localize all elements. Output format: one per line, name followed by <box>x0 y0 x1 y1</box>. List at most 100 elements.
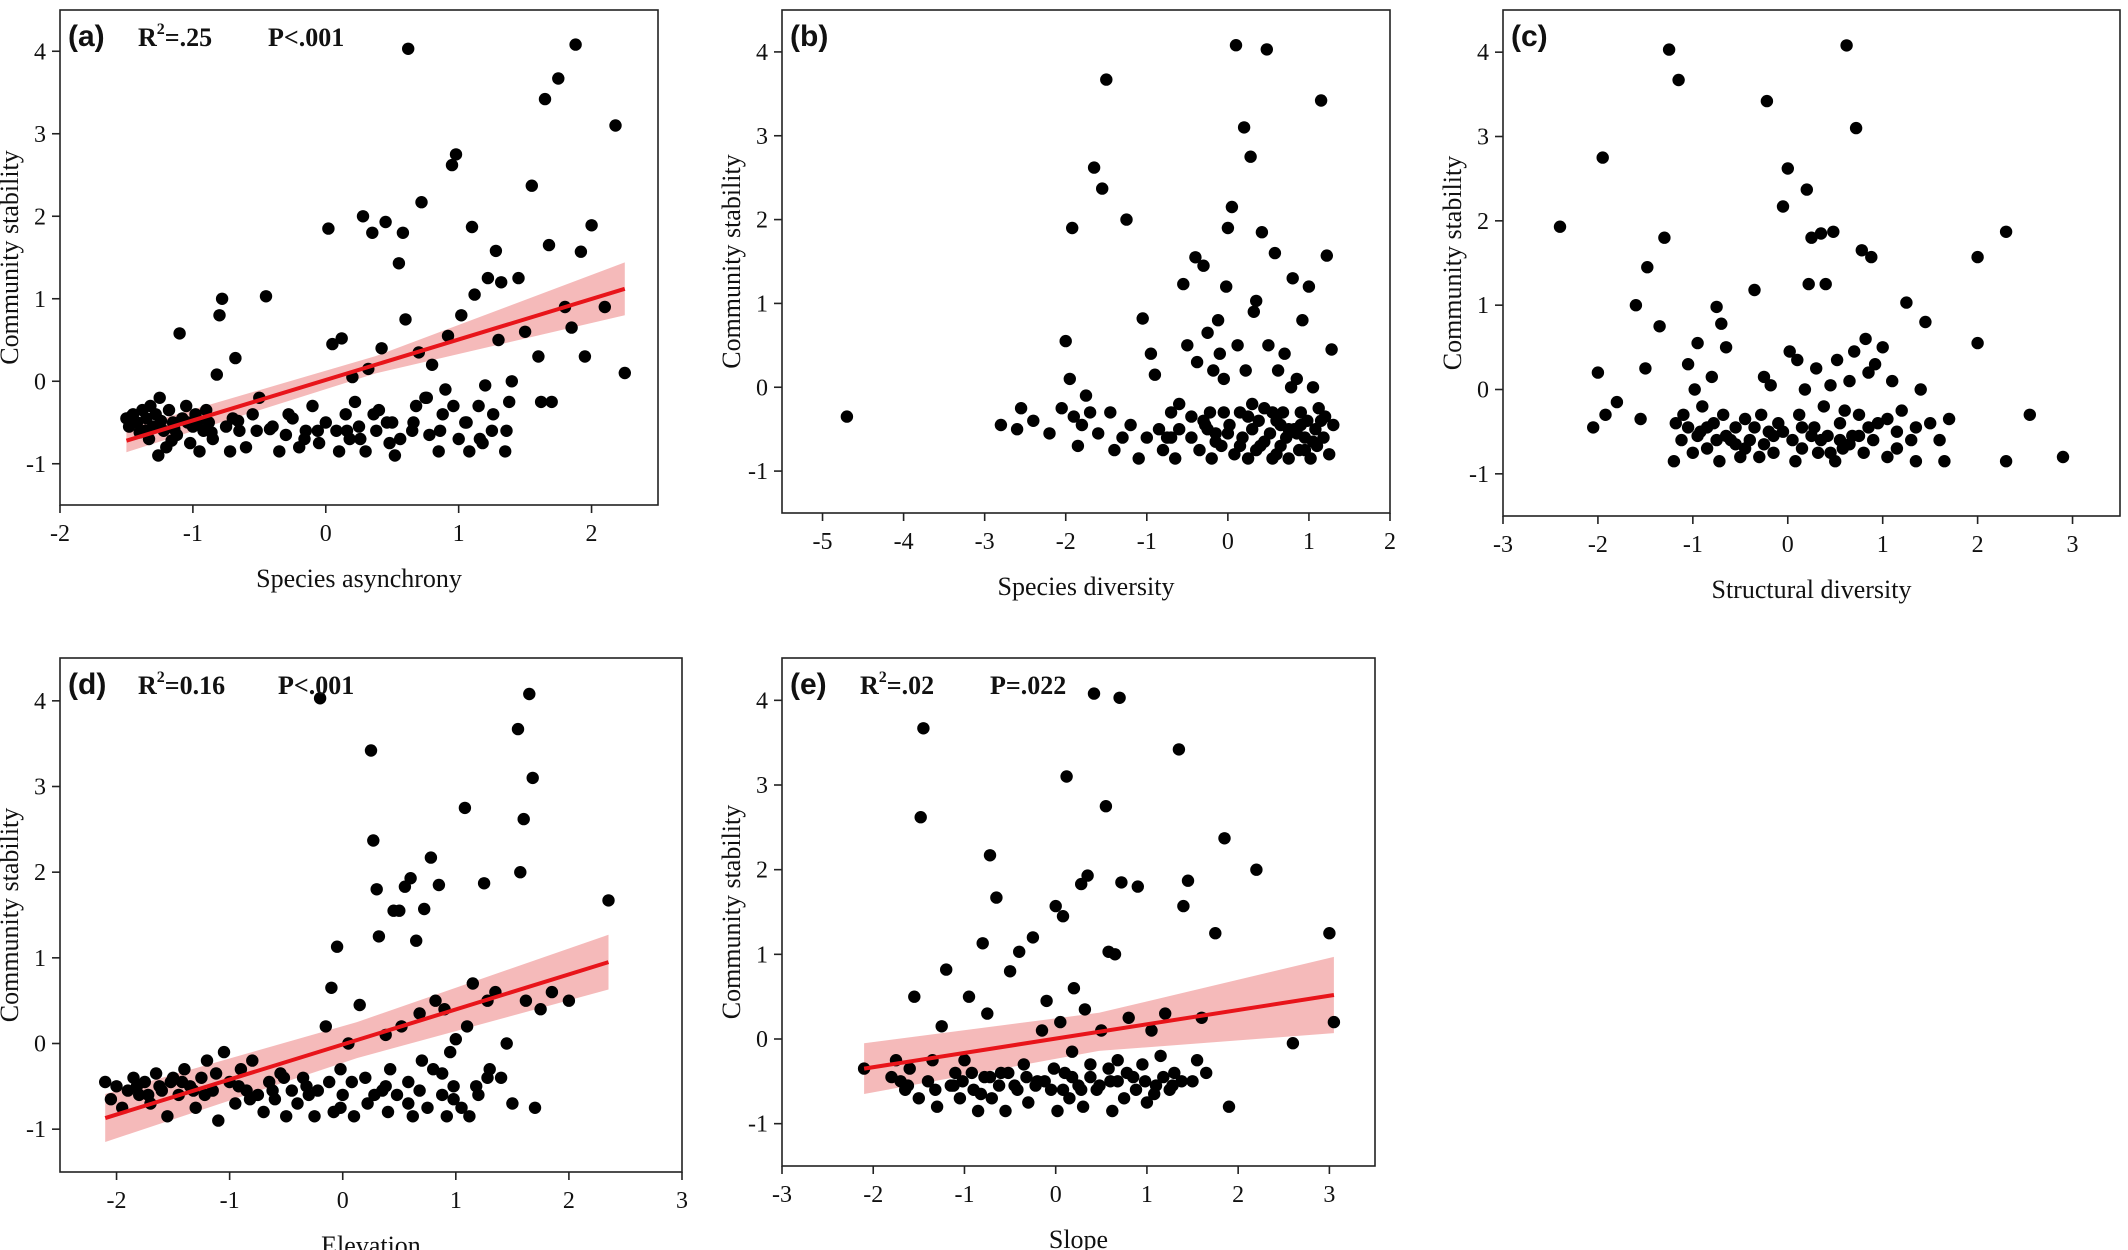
data-point <box>209 1067 223 1080</box>
data-point <box>325 981 338 994</box>
data-point <box>184 436 197 450</box>
data-point <box>1270 448 1283 461</box>
plot-frame <box>1502 9 2121 517</box>
data-point <box>1296 314 1309 327</box>
data-point <box>354 432 367 446</box>
data-point <box>1760 94 1774 108</box>
data-point <box>494 1071 508 1085</box>
x-axis-title: Species diversity <box>998 572 1175 601</box>
data-point <box>1181 339 1194 352</box>
plot-frame <box>781 9 1391 514</box>
x-tick-label: 0 <box>320 521 332 547</box>
data-point <box>1117 1092 1131 1105</box>
data-point <box>1181 874 1195 887</box>
data-point <box>921 1075 935 1088</box>
data-point <box>1246 397 1259 411</box>
data-point <box>1084 1058 1097 1071</box>
data-point <box>1862 421 1875 434</box>
data-point <box>1895 404 1908 417</box>
data-point <box>200 1054 214 1067</box>
data-point <box>1207 364 1220 377</box>
data-point <box>1629 299 1643 312</box>
data-point <box>367 408 380 421</box>
data-point <box>1164 431 1178 444</box>
data-point <box>1217 406 1231 419</box>
data-point <box>500 424 513 437</box>
data-point <box>1764 379 1777 392</box>
data-point <box>1159 1007 1172 1020</box>
data-point <box>1140 431 1154 444</box>
data-point <box>1148 1087 1161 1101</box>
data-point <box>1200 1066 1213 1080</box>
data-point <box>1833 417 1847 430</box>
data-point <box>205 426 218 439</box>
data-point <box>1865 250 1878 264</box>
data-point <box>1314 94 1328 107</box>
data-point <box>323 1075 336 1089</box>
x-tick-label: -2 <box>1056 529 1076 555</box>
data-point <box>1327 1015 1341 1029</box>
data-point <box>1306 381 1320 394</box>
data-point <box>492 333 505 347</box>
x-tick-label: 3 <box>2067 532 2079 558</box>
data-point <box>1843 438 1856 451</box>
data-point <box>1700 421 1714 434</box>
data-point <box>366 226 379 239</box>
r-squared-label: R2=0.16 <box>138 669 225 700</box>
x-tick-label: -2 <box>863 1182 883 1208</box>
data-point <box>1783 345 1796 358</box>
y-axis-title: Community stability <box>0 150 24 365</box>
x-axis-title: Species asynchrony <box>256 564 462 593</box>
data-point <box>472 399 485 413</box>
data-point <box>1054 1015 1067 1029</box>
data-point <box>319 1020 332 1033</box>
data-point <box>901 1079 915 1092</box>
data-point <box>447 399 460 413</box>
data-point <box>1108 443 1121 457</box>
data-point <box>1700 442 1714 455</box>
data-point <box>485 424 499 437</box>
data-point <box>173 327 186 340</box>
data-point <box>1859 332 1872 346</box>
y-tick-label: 3 <box>34 775 46 801</box>
data-point <box>345 1075 358 1089</box>
data-point <box>1154 1049 1167 1063</box>
data-point <box>415 1054 429 1067</box>
x-tick-label: -3 <box>1493 532 1513 558</box>
regression-line <box>104 960 610 1120</box>
data-point <box>1122 1011 1135 1024</box>
data-point <box>1213 347 1227 360</box>
data-point <box>1185 431 1198 444</box>
data-point <box>149 1067 163 1080</box>
data-point <box>1802 277 1815 291</box>
data-point <box>1314 414 1328 427</box>
data-point <box>1190 1054 1204 1067</box>
data-point <box>999 1104 1012 1118</box>
data-point <box>1252 414 1265 427</box>
data-point <box>1817 400 1831 413</box>
data-point <box>1100 73 1113 86</box>
data-point <box>312 436 326 450</box>
data-point <box>1203 406 1217 419</box>
data-point <box>413 1084 426 1097</box>
data-point <box>432 878 446 892</box>
data-point <box>1871 417 1885 430</box>
y-tick-label: 2 <box>34 860 46 886</box>
data-point <box>217 1045 231 1059</box>
data-point <box>1298 443 1312 457</box>
x-tick-label: -1 <box>954 1182 974 1208</box>
data-point <box>1848 345 1861 358</box>
data-point <box>1111 1075 1124 1088</box>
data-point <box>512 271 525 285</box>
data-point <box>1173 397 1186 411</box>
data-point <box>1271 364 1285 377</box>
data-point <box>985 1092 998 1105</box>
data-point <box>1320 249 1334 262</box>
data-point <box>1886 374 1899 388</box>
panel-d: -2 -1 0 1 2 3 -1 0 1 2 3 4 Elevation Community stabil… <box>0 657 688 1250</box>
data-point <box>958 1054 971 1067</box>
data-point <box>1824 446 1837 459</box>
data-point <box>1255 226 1269 239</box>
data-point <box>379 1080 392 1093</box>
data-point <box>1225 200 1239 214</box>
